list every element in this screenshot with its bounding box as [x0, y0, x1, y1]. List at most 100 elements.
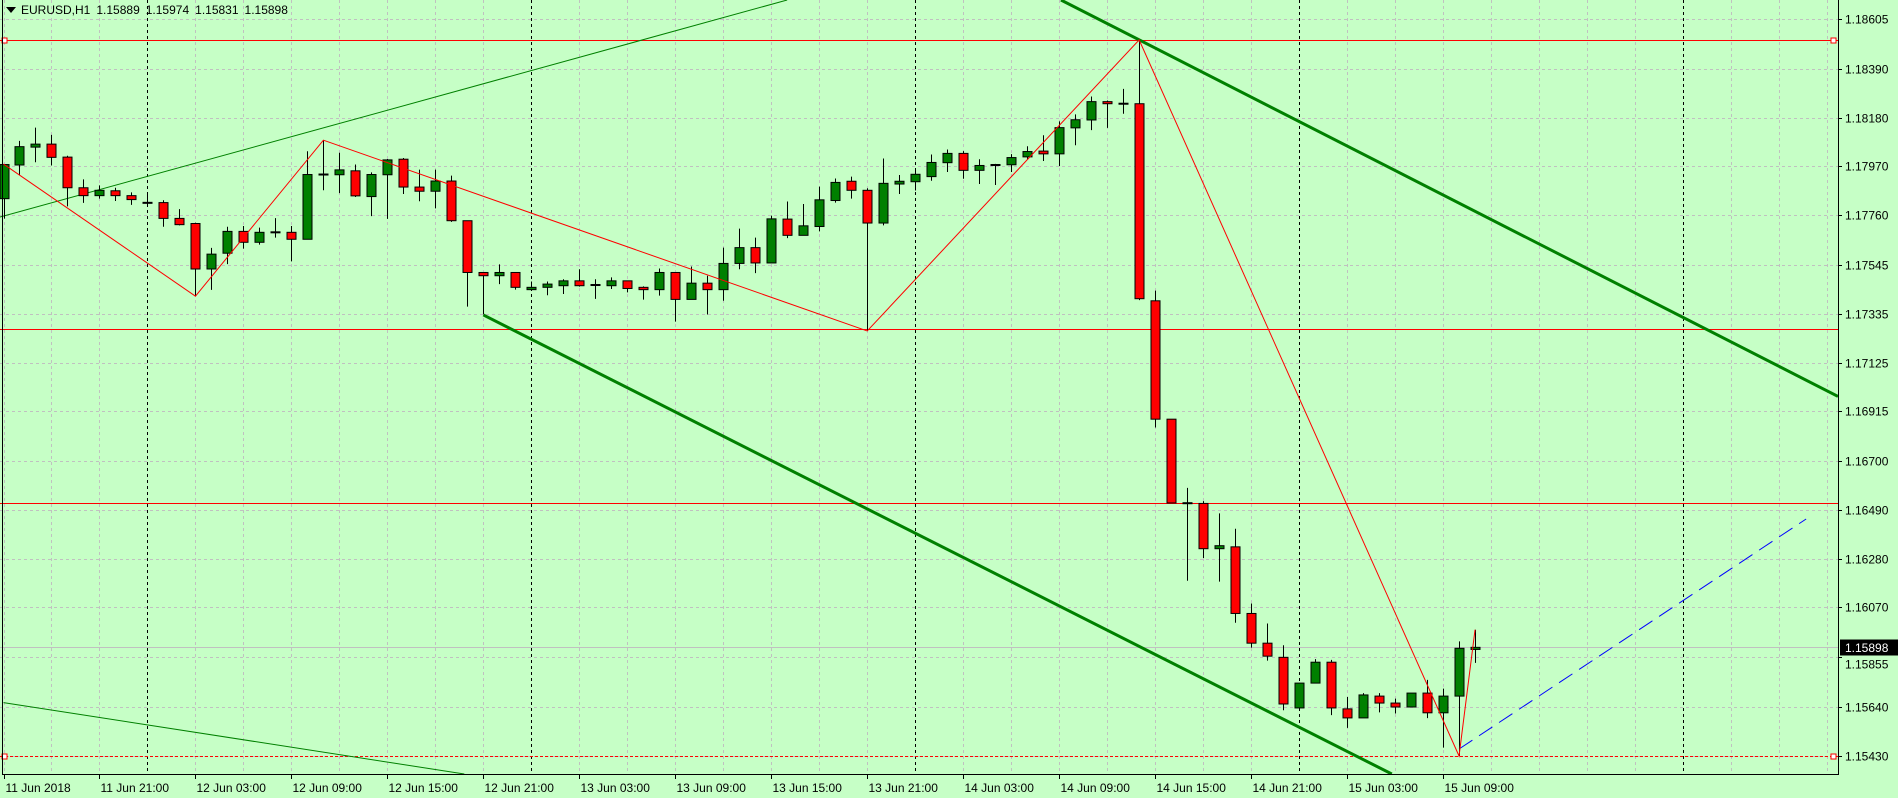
candle-body-bull [910, 173, 921, 183]
candle [1134, 39, 1145, 301]
candle-body-bear [286, 231, 297, 240]
triangle-down-icon[interactable] [6, 7, 16, 13]
candle-body-bull [1006, 157, 1017, 166]
zigzag-line [3, 38, 1476, 758]
candle [542, 281, 553, 296]
candle-body-bear [1166, 418, 1177, 504]
candle-body-bull [734, 247, 745, 264]
candle-body-bear [1326, 661, 1337, 709]
price-tick-label: 1.18605 [1845, 13, 1889, 27]
time-tick-label: 15 Jun 03:00 [1349, 781, 1419, 795]
time-axis[interactable]: 11 Jun 2018 11 Jun 21:00 12 Jun 03:00 12 Ju… [4, 774, 1515, 795]
candle-body-bull [1358, 694, 1369, 719]
candle-body-bull [878, 182, 889, 224]
candle-body-bull [718, 262, 729, 291]
candle-body-bear [1374, 695, 1385, 704]
candle-body-bear [1278, 656, 1289, 705]
candle [638, 286, 649, 300]
price-tick-label: 1.16490 [1845, 504, 1889, 518]
candle [670, 271, 681, 322]
candle [686, 266, 697, 300]
candle [1454, 641, 1465, 756]
candle [1182, 487, 1193, 581]
candle-body-bear [446, 180, 457, 222]
candle [382, 158, 393, 219]
candle-body-bear [846, 180, 857, 191]
price-tick-label: 1.17760 [1845, 209, 1889, 223]
candle [446, 175, 457, 222]
candle-body-doji [270, 231, 281, 234]
trendline-projection[interactable] [1458, 518, 1807, 750]
line-anchor-handle[interactable] [1830, 37, 1837, 44]
candle-body-bear [190, 222, 201, 270]
candle-body-bear [574, 280, 585, 287]
candle [1374, 693, 1385, 713]
candle [782, 201, 793, 239]
candle [46, 134, 57, 166]
candle-body-bear [862, 189, 873, 224]
trendline-channel-lower[interactable] [482, 313, 1393, 774]
time-tick-label: 13 Jun 09:00 [677, 781, 747, 795]
candle-body-doji [1182, 502, 1193, 505]
price-tick-label: 1.16070 [1845, 601, 1889, 615]
horizontal-lines[interactable] [0, 40, 1838, 757]
candle-body-bull [206, 253, 217, 270]
trendline-lower-thin[interactable] [3, 702, 465, 774]
candle [510, 271, 521, 290]
candle-body-bull [526, 286, 537, 291]
candle [974, 159, 985, 185]
candle [1214, 513, 1225, 582]
candle [1262, 623, 1273, 661]
price-tick-label: 1.18180 [1845, 112, 1889, 126]
candle-body-bear [398, 158, 409, 188]
candle [414, 169, 425, 202]
candle-body-bear [1134, 103, 1145, 300]
candle [158, 200, 169, 227]
time-tick-label: 15 Jun 09:00 [1445, 781, 1515, 795]
candle-body-bull [0, 164, 10, 200]
candle [94, 185, 105, 199]
candle-body-bull [766, 218, 777, 264]
candle [1102, 100, 1113, 128]
candle [1438, 688, 1449, 748]
trendlines[interactable] [0, 0, 1838, 774]
candle [494, 264, 505, 285]
time-tick-label: 11 Jun 2018 [6, 781, 71, 795]
candle-body-bear [670, 271, 681, 300]
candle-body-bear [350, 170, 361, 197]
candle-body-bear [638, 286, 649, 291]
price-tick-label: 1.16915 [1845, 405, 1889, 419]
candle [478, 271, 489, 315]
candle [718, 247, 729, 301]
candle-body-bull [1470, 646, 1481, 650]
candle-body-bull [942, 152, 953, 164]
trendline-channel-upper[interactable] [1060, 0, 1838, 398]
open-value: 1.15889 [96, 3, 140, 17]
candle [1294, 682, 1305, 709]
candle [222, 226, 233, 265]
candle-body-bull [1406, 692, 1417, 708]
time-tick-label: 14 Jun 09:00 [1061, 781, 1131, 795]
candle [1070, 114, 1081, 146]
time-tick-label: 12 Jun 03:00 [197, 781, 267, 795]
candle [926, 154, 937, 181]
price-axis[interactable]: 1.18605 1.18390 1.18180 1.17970 1.17760 1.175… [1838, 13, 1889, 764]
zigzag-indicator [3, 38, 1476, 758]
candle [1006, 154, 1017, 172]
candle-body-bull [30, 143, 41, 148]
candle [1038, 135, 1049, 162]
candle-body-bull [974, 164, 985, 171]
candle [990, 163, 1001, 185]
candle [814, 186, 825, 232]
candle [702, 275, 713, 315]
candle [1358, 693, 1369, 719]
line-anchor-handle[interactable] [1830, 753, 1837, 760]
trendline-upper-thin[interactable] [0, 0, 788, 218]
candle-body-bull [894, 180, 905, 185]
candle [654, 268, 665, 296]
candle-body-bull [606, 280, 617, 287]
candle [254, 227, 265, 245]
candle-body-bull [254, 231, 265, 243]
candle-body-bull [494, 271, 505, 277]
